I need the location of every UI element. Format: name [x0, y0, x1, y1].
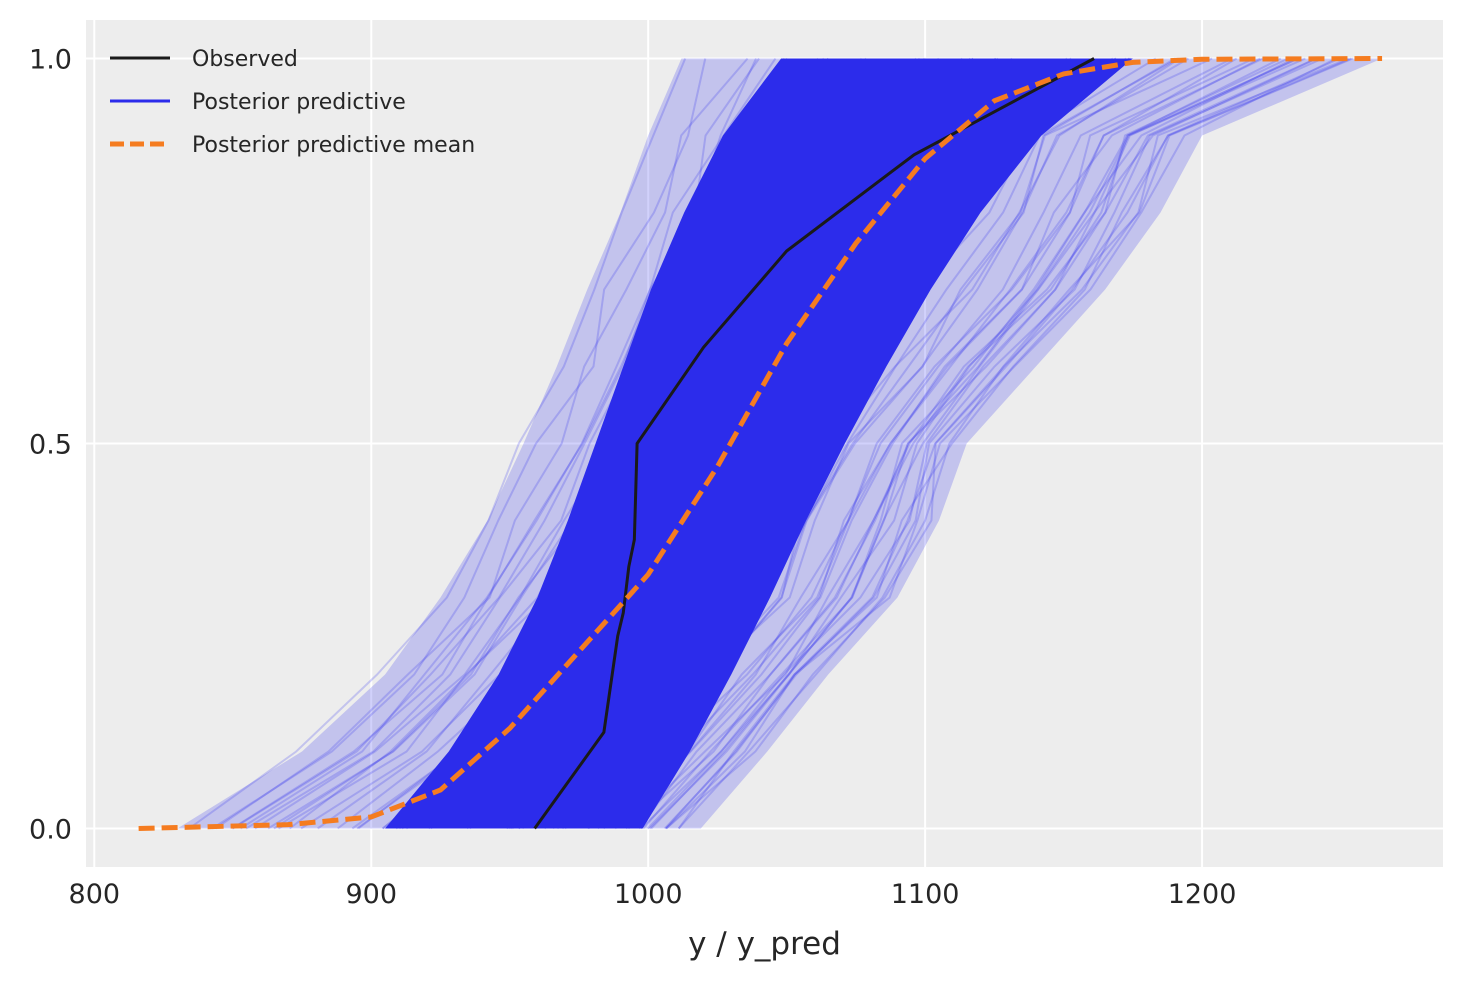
posterior-predictive-sample-line [650, 57, 1295, 830]
posterior-predictive-sample-line [587, 57, 1233, 830]
x-tick-label: 1000 [614, 879, 683, 910]
y-tick-label: 1.0 [29, 45, 72, 76]
posterior-predictive-sample-line [677, 57, 1354, 830]
posterior-predictive-sample-line [214, 57, 749, 830]
x-tick-label: 1100 [891, 879, 960, 910]
y-tick-label: 0.0 [29, 815, 72, 846]
posterior-predictive-sample-line [627, 57, 1300, 830]
posterior-predictive-sample-line [648, 57, 1298, 830]
legend-label: Posterior predictive mean [192, 133, 475, 158]
posterior-predictive-sample-line [677, 57, 1352, 830]
posterior-predictive-mean-line [138, 56, 1383, 831]
posterior-predictive-sample-line [638, 57, 1282, 830]
posterior-predictive-sample-line [665, 57, 1349, 830]
posterior-predictive-sample-line [602, 57, 1264, 830]
x-tick-label: 1200 [1168, 879, 1237, 910]
summary-lines [138, 56, 1383, 831]
posterior-predictive-sample-line [640, 57, 1317, 830]
posterior-predictive-sample-line [240, 57, 777, 830]
x-tick-label: 900 [345, 879, 397, 910]
x-tick-label: 800 [69, 879, 121, 910]
posterior-predictive-sample-line [642, 57, 1317, 830]
posterior-predictive-sample-line [211, 58, 707, 830]
posterior-predictive-sample-line [665, 57, 1341, 830]
legend-label: Posterior predictive [192, 90, 406, 115]
posterior-predictive-sample-line [614, 57, 1261, 830]
posterior-predictive-sample-line [647, 57, 1306, 830]
posterior-predictive-sample-line [188, 58, 687, 830]
posterior-predictive-inner-band [385, 58, 1133, 829]
posterior-predictive-sample-line [665, 57, 1324, 830]
tick-labels: 800 900 1000 1100 1200 0.0 0.5 1.0 [29, 45, 1236, 911]
posterior-predictive-sample-line [625, 57, 1289, 830]
legend-label: Observed [192, 47, 298, 72]
posterior-predictive-samples [177, 57, 1383, 830]
legend: Observed Posterior predictive Posterior pr… [110, 47, 475, 158]
posterior-predictive-sample-line [587, 57, 1238, 830]
observed-line [533, 57, 1095, 830]
y-tick-label: 0.5 [29, 430, 72, 461]
posterior-predictive-sample-line [664, 57, 1337, 830]
x-axis-title: y / y_pred [688, 926, 841, 962]
posterior-predictive-sample-line [597, 57, 1255, 830]
